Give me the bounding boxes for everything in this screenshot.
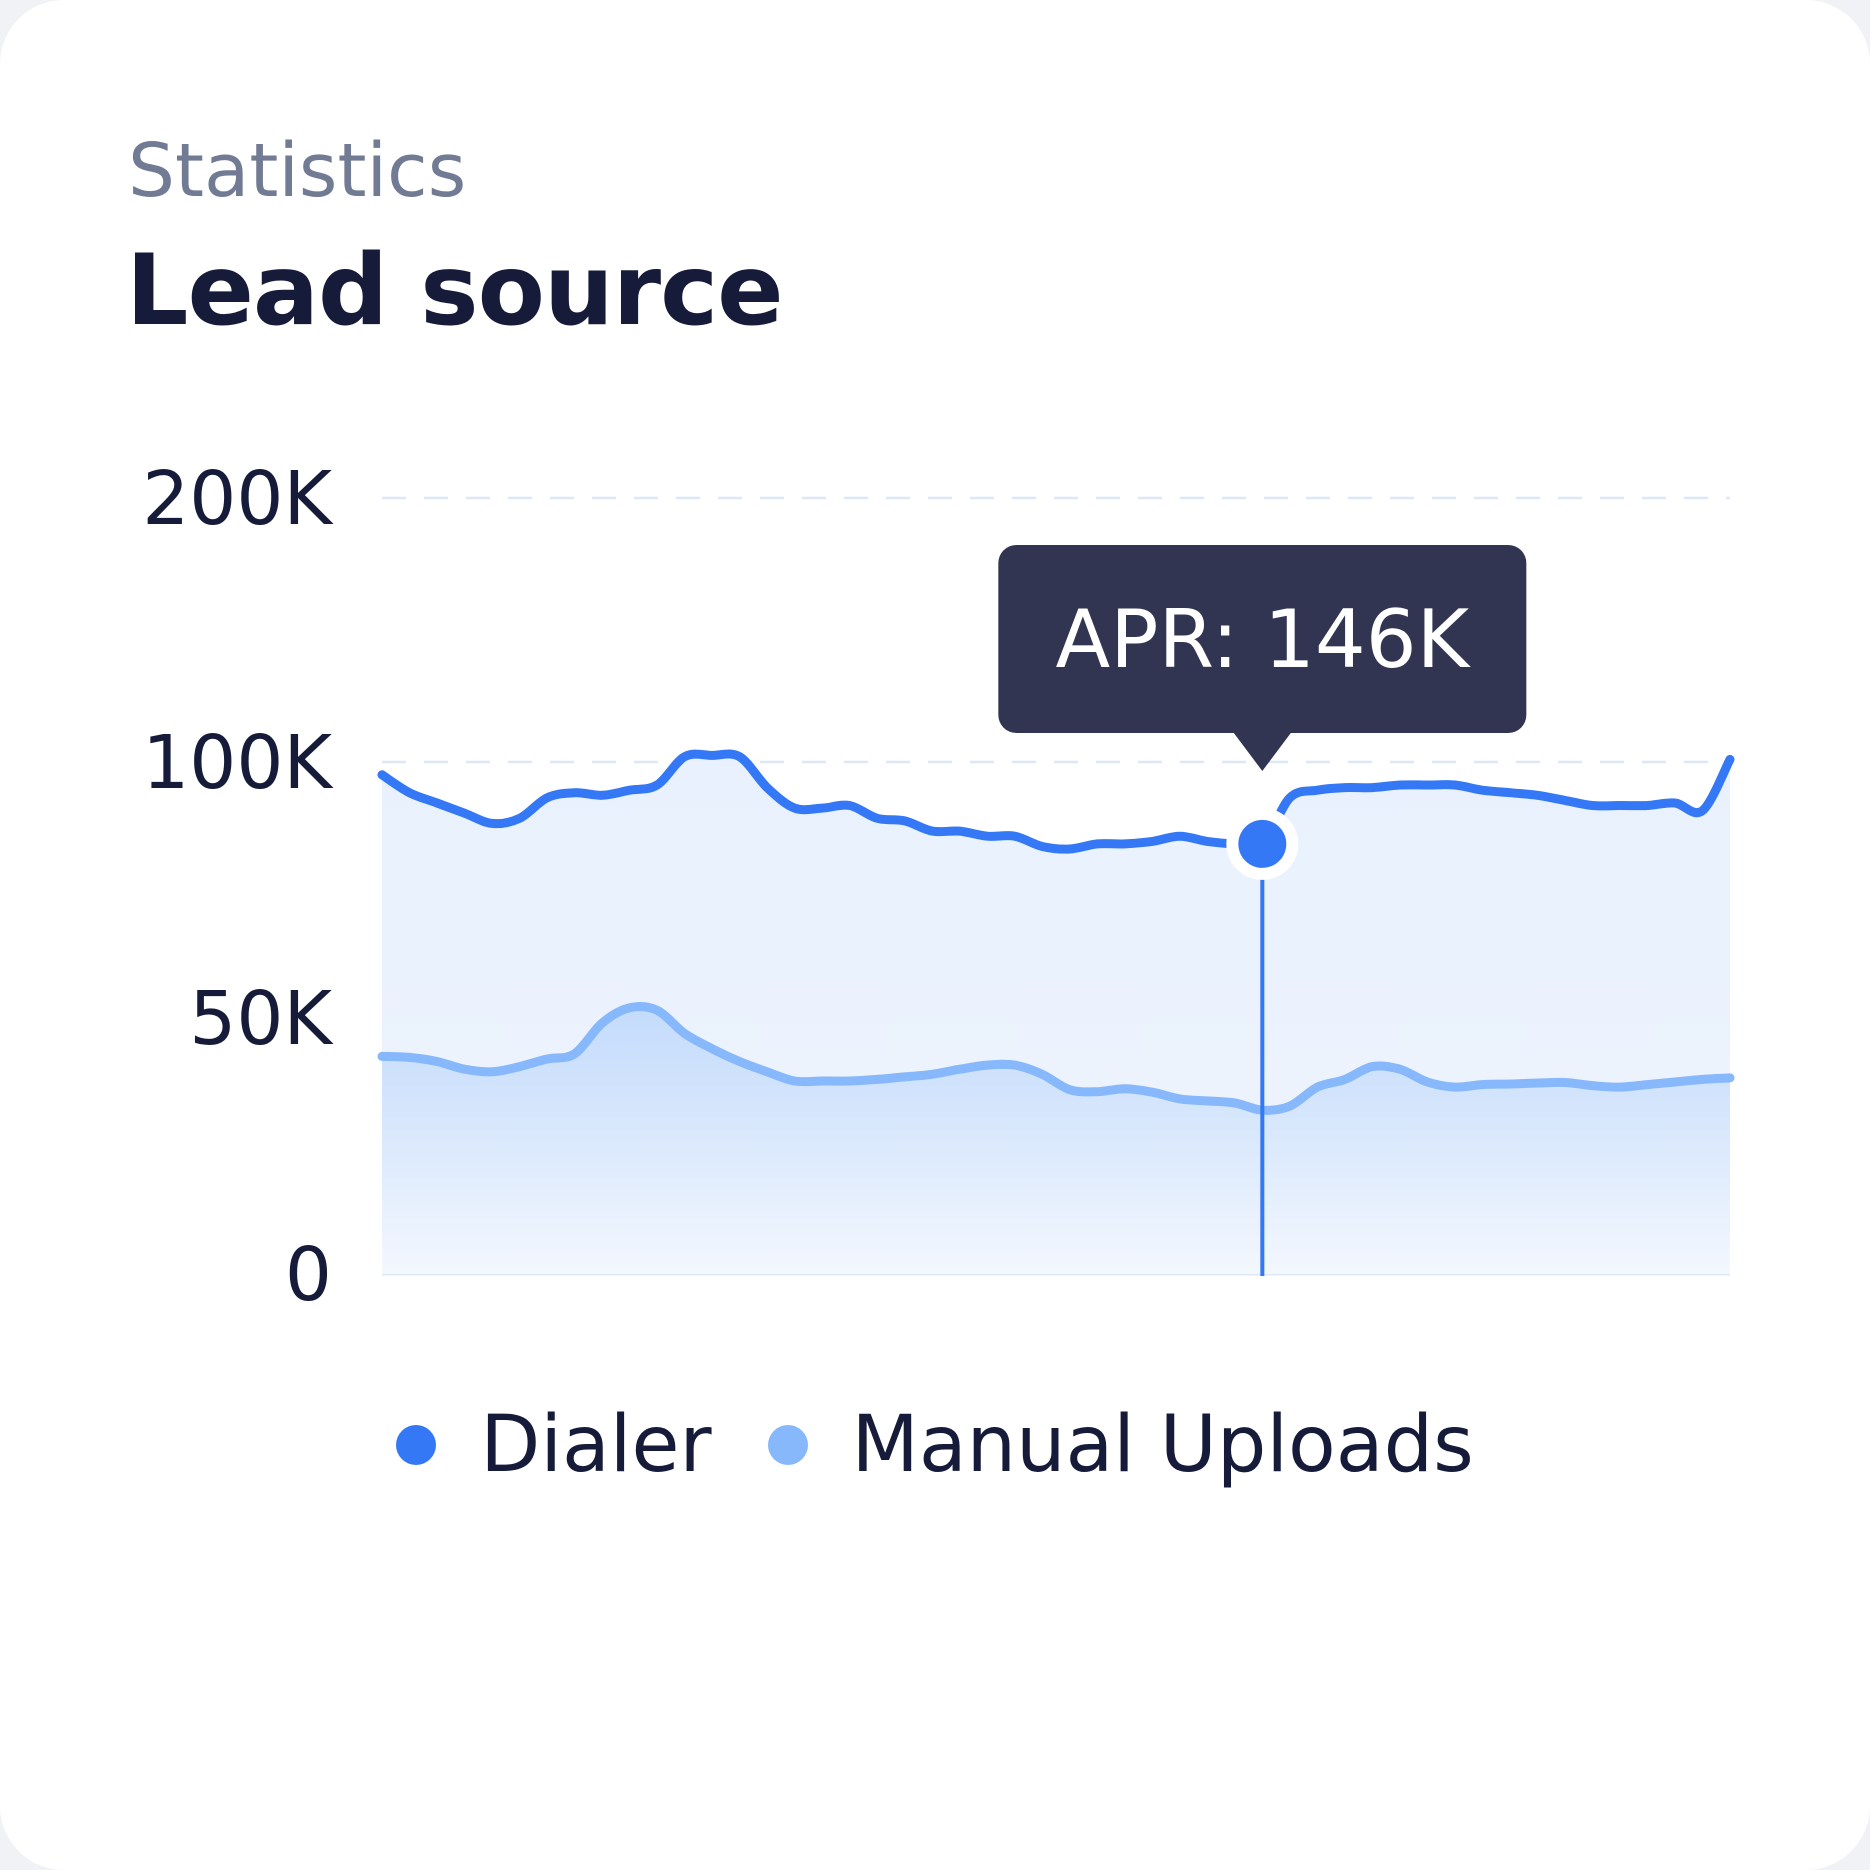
- legend-dot-icon: [767, 1425, 808, 1465]
- card-title: Lead source: [126, 234, 784, 348]
- y-tick-label: 0: [285, 1232, 332, 1318]
- tooltip-box: [998, 545, 1527, 733]
- tooltip-pointer: [1232, 731, 1293, 771]
- series-line-manual-uploads: [377, 1002, 1735, 1115]
- card-eyebrow: Statistics: [128, 128, 467, 214]
- tooltip-label: APR: 146K: [1056, 593, 1472, 686]
- legend-label: Dialer: [480, 1400, 712, 1490]
- y-tick-label: 50K: [189, 976, 334, 1062]
- series-area-manual-uploads: [382, 1006, 1730, 1274]
- legend-item-manual-uploads[interactable]: Manual Uploads: [767, 1400, 1474, 1490]
- y-tick-label: 100K: [142, 720, 334, 806]
- legend-dot-icon: [396, 1425, 437, 1465]
- legend-label: Manual Uploads: [851, 1400, 1474, 1490]
- chart-legend: Dialer Manual Uploads: [0, 1400, 1870, 1490]
- series-line-dialer: [377, 749, 1735, 854]
- y-tick-label: 200K: [142, 456, 334, 542]
- hover-point[interactable]: [1238, 819, 1287, 868]
- legend-item-dialer[interactable]: Dialer: [396, 1400, 712, 1490]
